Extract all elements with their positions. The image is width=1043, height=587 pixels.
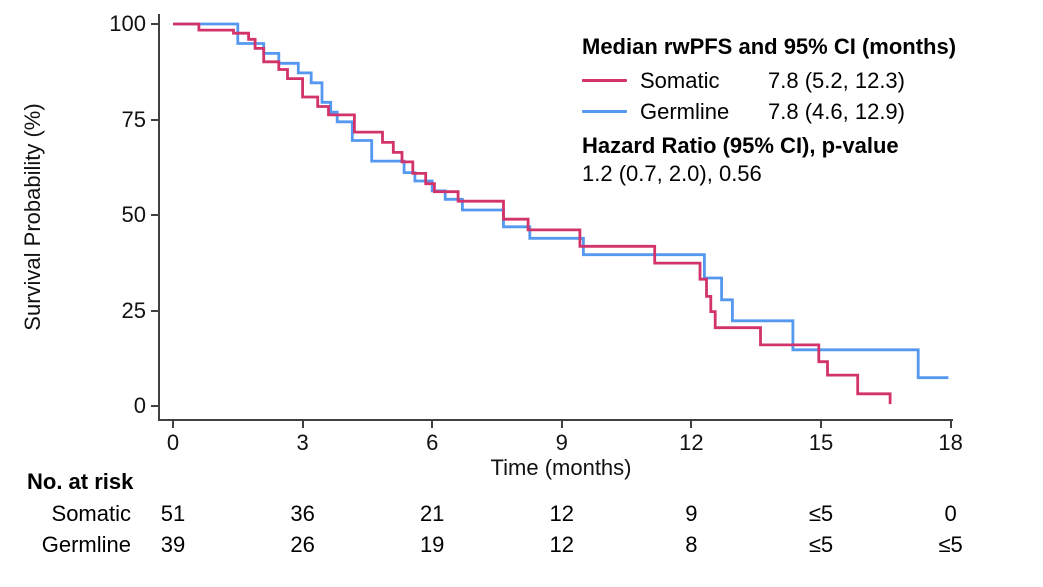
hazard-ratio-title: Hazard Ratio (95% CI), p-value [582, 133, 899, 158]
risk-row-label-germline: Germline [41, 532, 131, 557]
x-tick-label: 9 [555, 430, 568, 455]
germline-line-swatch-icon [582, 110, 627, 113]
y-tick-label: 0 [133, 393, 146, 418]
risk-count-germline-m6: 19 [419, 532, 445, 557]
y-tick-label: 25 [121, 297, 146, 323]
y-tick-mark [151, 118, 158, 121]
risk-count-somatic-m0: 51 [160, 501, 186, 526]
risk-count-somatic-m12: 9 [685, 501, 698, 526]
risk-count-somatic-m18: 0 [944, 501, 957, 526]
x-tick-mark [560, 421, 563, 428]
x-tick-label: 0 [166, 430, 180, 455]
legend-title: Median rwPFS and 95% CI (months) [582, 34, 957, 59]
x-axis-title: Time (months) [490, 455, 632, 480]
hazard-ratio-value: 1.2 (0.7, 2.0), 0.56 [582, 161, 762, 186]
x-tick-mark [690, 421, 693, 428]
risk-count-somatic-m9: 12 [549, 501, 575, 526]
somatic-survival-curve [173, 22, 892, 405]
risk-count-germline-m12: 8 [685, 532, 698, 557]
somatic-line-swatch-icon [582, 79, 627, 82]
y-tick-label: 100 [109, 11, 146, 36]
legend-row-somatic: Somatic 7.8 (5.2, 12.3) [582, 68, 907, 94]
y-tick-label: 75 [121, 106, 146, 132]
legend-value-germline: 7.8 (4.6, 12.9) [768, 99, 905, 124]
x-tick-mark [172, 421, 174, 428]
x-tick-label: 6 [426, 430, 439, 455]
risk-count-somatic-m15: ≤5 [808, 501, 834, 526]
risk-count-germline-m0: 39 [160, 532, 186, 557]
legend-label-somatic: Somatic [640, 68, 720, 93]
risk-table-title: No. at risk [27, 469, 134, 494]
x-tick-mark [820, 421, 822, 428]
legend-label-germline: Germline [640, 99, 730, 124]
risk-count-germline-m3: 26 [290, 532, 315, 557]
x-axis-line [158, 419, 953, 421]
y-tick-label: 50 [121, 202, 146, 227]
legend-value-somatic: 7.8 (5.2, 12.3) [768, 68, 905, 93]
y-tick-mark [151, 309, 158, 312]
x-tick-mark [949, 421, 952, 428]
y-axis-line [158, 14, 160, 421]
risk-row-label-somatic: Somatic [51, 501, 131, 526]
y-tick-mark [151, 214, 158, 216]
legend-row-germline: Germline 7.8 (4.6, 12.9) [582, 99, 907, 125]
risk-count-germline-m15: ≤5 [808, 532, 834, 557]
x-tick-mark [431, 421, 434, 428]
risk-count-germline-m18: ≤5 [938, 532, 963, 557]
y-tick-mark [151, 405, 158, 407]
x-tick-label: 3 [296, 430, 309, 455]
x-tick-label: 15 [808, 430, 834, 455]
x-tick-label: 18 [938, 430, 963, 455]
germline-survival-curve [173, 22, 949, 380]
risk-count-somatic-m3: 36 [290, 501, 315, 526]
risk-count-germline-m9: 12 [549, 532, 575, 557]
risk-count-somatic-m6: 21 [419, 501, 445, 526]
y-tick-mark [151, 23, 158, 25]
x-tick-label: 12 [679, 430, 704, 455]
x-tick-mark [301, 421, 304, 428]
